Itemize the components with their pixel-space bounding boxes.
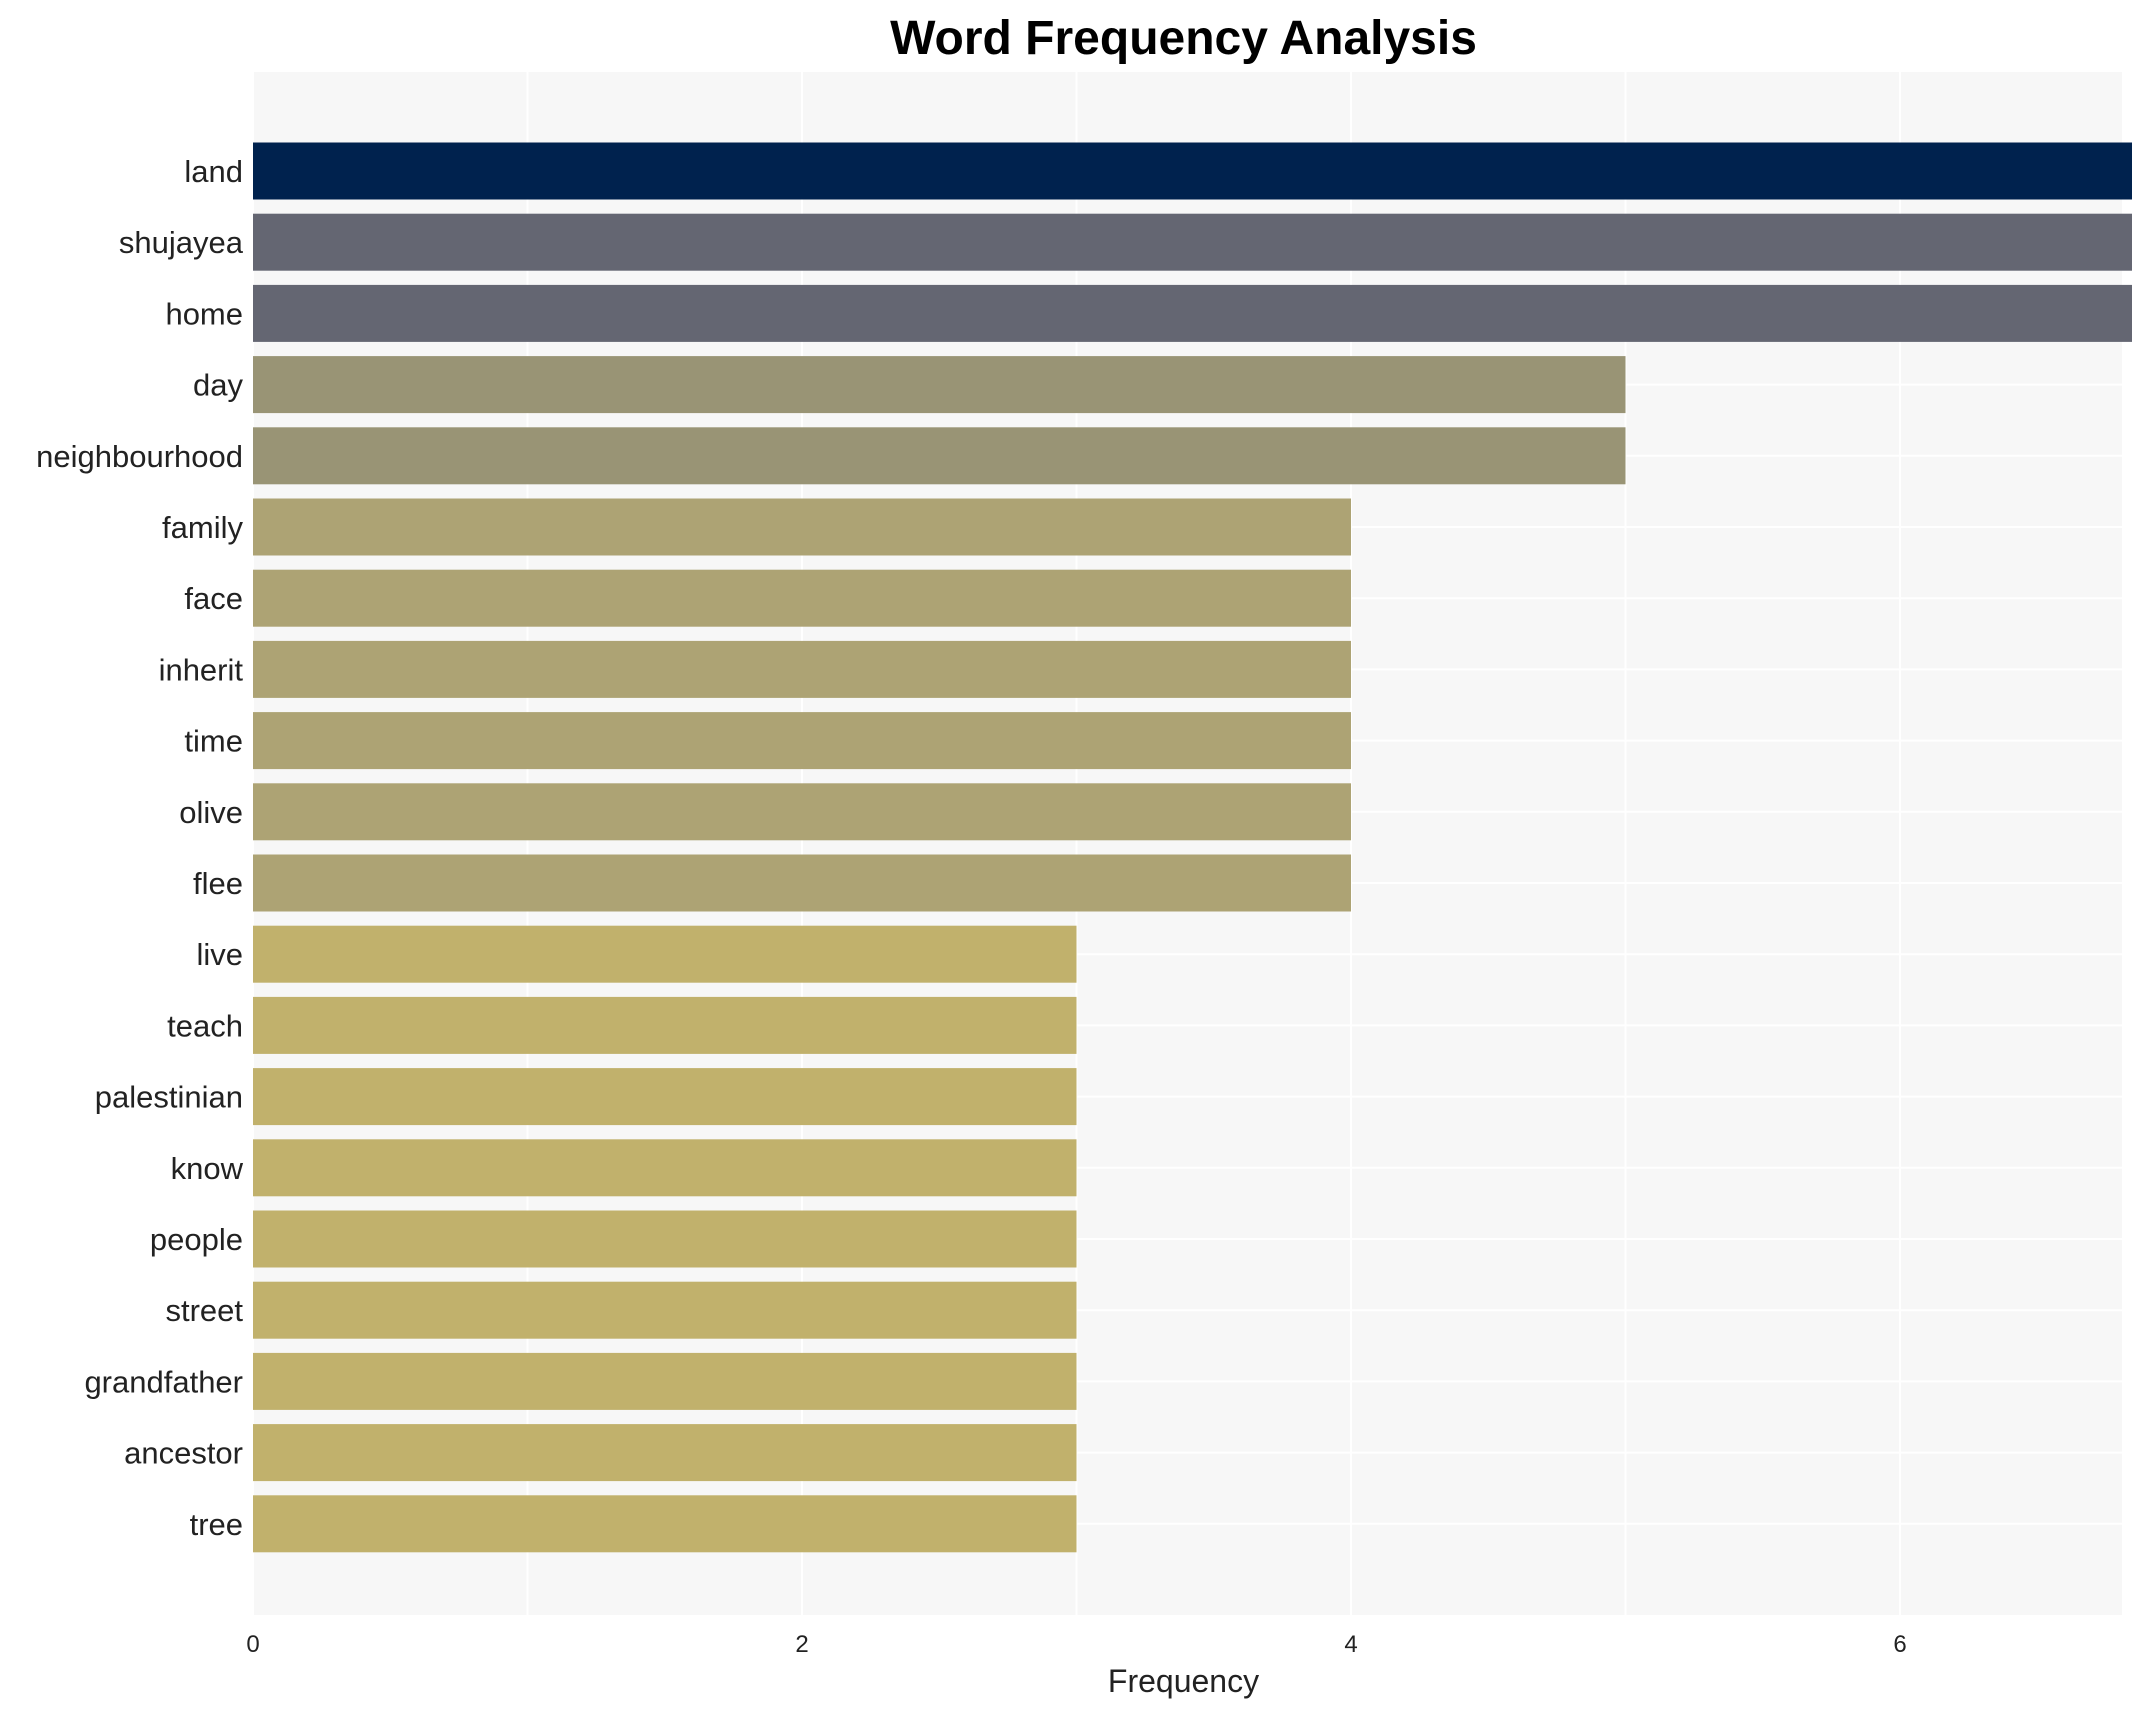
y-tick-label: street	[165, 1293, 243, 1328]
x-tick-label: 0	[246, 1631, 259, 1658]
x-tick-label: 4	[1344, 1631, 1357, 1658]
y-tick-labels: land shujayea home day neighbourhood family fa…	[36, 154, 244, 1542]
bar-live	[253, 925, 1077, 983]
bar-land	[253, 142, 2132, 200]
y-tick-label: teach	[167, 1008, 243, 1043]
bar-shujayea	[253, 213, 2132, 271]
y-tick-label: family	[162, 510, 243, 545]
bar-inherit	[253, 640, 1351, 698]
y-tick-label: know	[171, 1151, 244, 1186]
bar-neighbourhood	[253, 427, 1626, 485]
y-tick-label: shujayea	[119, 225, 244, 260]
y-tick-label: day	[193, 368, 243, 403]
x-tick-labels: 024681012	[246, 1631, 1906, 1658]
bar-know	[253, 1139, 1077, 1197]
bar-grandfather	[253, 1352, 1077, 1410]
bar-day	[253, 356, 1626, 414]
y-tick-label: face	[184, 581, 243, 616]
y-tick-label: neighbourhood	[36, 439, 243, 474]
y-tick-label: home	[165, 296, 243, 331]
y-tick-label: people	[150, 1222, 243, 1257]
y-tick-label: grandfather	[84, 1364, 243, 1399]
bar-face	[253, 569, 1351, 627]
bar-teach	[253, 996, 1077, 1054]
y-tick-label: ancestor	[124, 1436, 243, 1471]
bar-olive	[253, 783, 1351, 841]
x-axis-label: Frequency	[1108, 1663, 1259, 1699]
y-tick-label: olive	[179, 795, 243, 830]
x-tick-label: 6	[1893, 1631, 1906, 1658]
y-tick-label: inherit	[159, 652, 244, 687]
y-tick-label: live	[196, 937, 243, 972]
bar-home	[253, 284, 2132, 342]
y-tick-label: palestinian	[95, 1080, 243, 1115]
bar-palestinian	[253, 1068, 1077, 1126]
bar-flee	[253, 854, 1351, 912]
y-tick-label: flee	[193, 866, 243, 901]
x-tick-label: 2	[795, 1631, 808, 1658]
bars	[253, 142, 2132, 1553]
chart-title: Word Frequency Analysis	[890, 12, 1477, 65]
y-tick-label: time	[184, 724, 243, 759]
bar-street	[253, 1281, 1077, 1339]
bar-ancestor	[253, 1424, 1077, 1482]
y-tick-label: tree	[190, 1507, 243, 1542]
y-tick-label: land	[184, 154, 243, 189]
bar-time	[253, 712, 1351, 770]
bar-people	[253, 1210, 1077, 1268]
bar-family	[253, 498, 1351, 556]
bar-tree	[253, 1495, 1077, 1553]
